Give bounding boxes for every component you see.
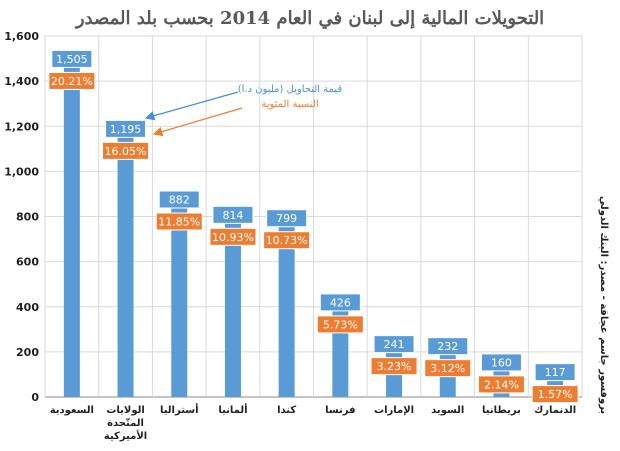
y-tick-label: 0 <box>31 391 39 404</box>
x-tick-label: ألمانيا <box>218 403 247 416</box>
percent-label: 1.57% <box>538 388 573 401</box>
percent-label-box <box>316 315 364 334</box>
value-label: 882 <box>169 193 190 206</box>
bar <box>332 300 349 397</box>
percent-label-box <box>531 385 579 404</box>
percent-label: 5.73% <box>323 318 358 331</box>
x-tick-label: كندا <box>277 405 296 416</box>
annotations: قيمة التحاويل (مليون د.ا) النسبة المئوية <box>144 84 343 137</box>
value-label: 799 <box>276 212 297 225</box>
value-label-box <box>319 293 361 312</box>
percent-legend-annotation: النسبة المئوية <box>261 99 318 110</box>
percent-label-box <box>263 231 311 250</box>
x-tick-label: الإمارات <box>374 405 414 416</box>
y-axis-ticks: 0 200 400 600 800 1,000 1,200 1,400 1,600 <box>4 30 39 404</box>
percent-label: 10.73% <box>266 234 308 247</box>
percent-label-box <box>102 141 150 160</box>
y-tick-label: 1,000 <box>4 165 39 178</box>
x-axis-ticks: السعودية الولايات المتّحدة الأميركية أسترالي… <box>50 403 576 442</box>
value-label-box <box>373 335 415 354</box>
value-label: 1,505 <box>56 53 88 66</box>
value-label: 814 <box>222 209 243 222</box>
y-tick-label: 600 <box>16 256 39 269</box>
value-label-box <box>534 363 576 382</box>
x-tick-label: بريطانيا <box>482 405 521 416</box>
value-label-box <box>480 353 522 372</box>
gridlines <box>44 35 583 398</box>
bar <box>224 213 241 397</box>
value-legend-annotation: قيمة التحاويل (مليون د.ا) <box>238 84 343 95</box>
value-label-box <box>212 205 254 224</box>
value-label-box <box>158 190 200 209</box>
x-tick-label: الولايات المتّحدة الأميركية <box>104 405 147 442</box>
bar <box>171 197 188 397</box>
percent-label: 3.23% <box>377 360 412 373</box>
percent-label: 2.14% <box>484 378 519 391</box>
value-label: 426 <box>330 296 351 309</box>
x-tick-label: الدنمارك <box>534 405 576 416</box>
percent-label-box <box>477 375 525 394</box>
bar <box>63 57 80 397</box>
source-note: بروفسور جاسم عجاقة - مصدر: البنك الدولي <box>598 196 609 414</box>
percent-label: 20.21% <box>51 75 93 88</box>
value-label: 117 <box>545 366 566 379</box>
value-label-box <box>51 49 93 68</box>
percent-label-box <box>424 359 472 378</box>
x-tick-label: فرنسا <box>325 405 355 416</box>
percent-label-box <box>209 227 257 246</box>
bar <box>278 216 295 397</box>
percent-label-box <box>155 212 203 231</box>
percent-label-box <box>48 71 96 90</box>
y-tick-label: 800 <box>16 211 39 224</box>
percent-legend-arrow <box>152 107 243 137</box>
x-tick-label: أستراليا <box>160 403 199 416</box>
bar <box>117 127 134 398</box>
value-label: 232 <box>437 340 458 353</box>
value-label: 1,195 <box>110 123 142 136</box>
x-tick-label: السويد <box>431 405 464 416</box>
y-tick-label: 400 <box>16 301 39 314</box>
percent-label: 10.93% <box>212 231 254 244</box>
percent-label: 3.12% <box>430 362 465 375</box>
y-tick-label: 1,200 <box>4 120 39 133</box>
value-label: 160 <box>491 356 512 369</box>
percent-label: 16.05% <box>105 145 147 158</box>
x-tick-label: السعودية <box>50 405 94 416</box>
value-legend-arrow <box>144 91 239 121</box>
value-label-box <box>266 209 308 228</box>
value-label-box <box>105 119 147 138</box>
y-tick-label: 1,600 <box>4 30 39 43</box>
y-tick-label: 200 <box>16 346 39 359</box>
value-label: 241 <box>384 338 405 351</box>
y-tick-label: 1,400 <box>4 75 39 88</box>
bars: 1,505 20.21% 1,195 16.05% 882 11.85% 814 10.93%… <box>48 49 579 404</box>
percent-label: 11.85% <box>158 215 200 228</box>
chart-title: التحويلات المالية إلى لبنان في العام 201… <box>74 8 544 29</box>
value-label-box <box>427 337 469 356</box>
percent-label-box <box>370 357 418 376</box>
